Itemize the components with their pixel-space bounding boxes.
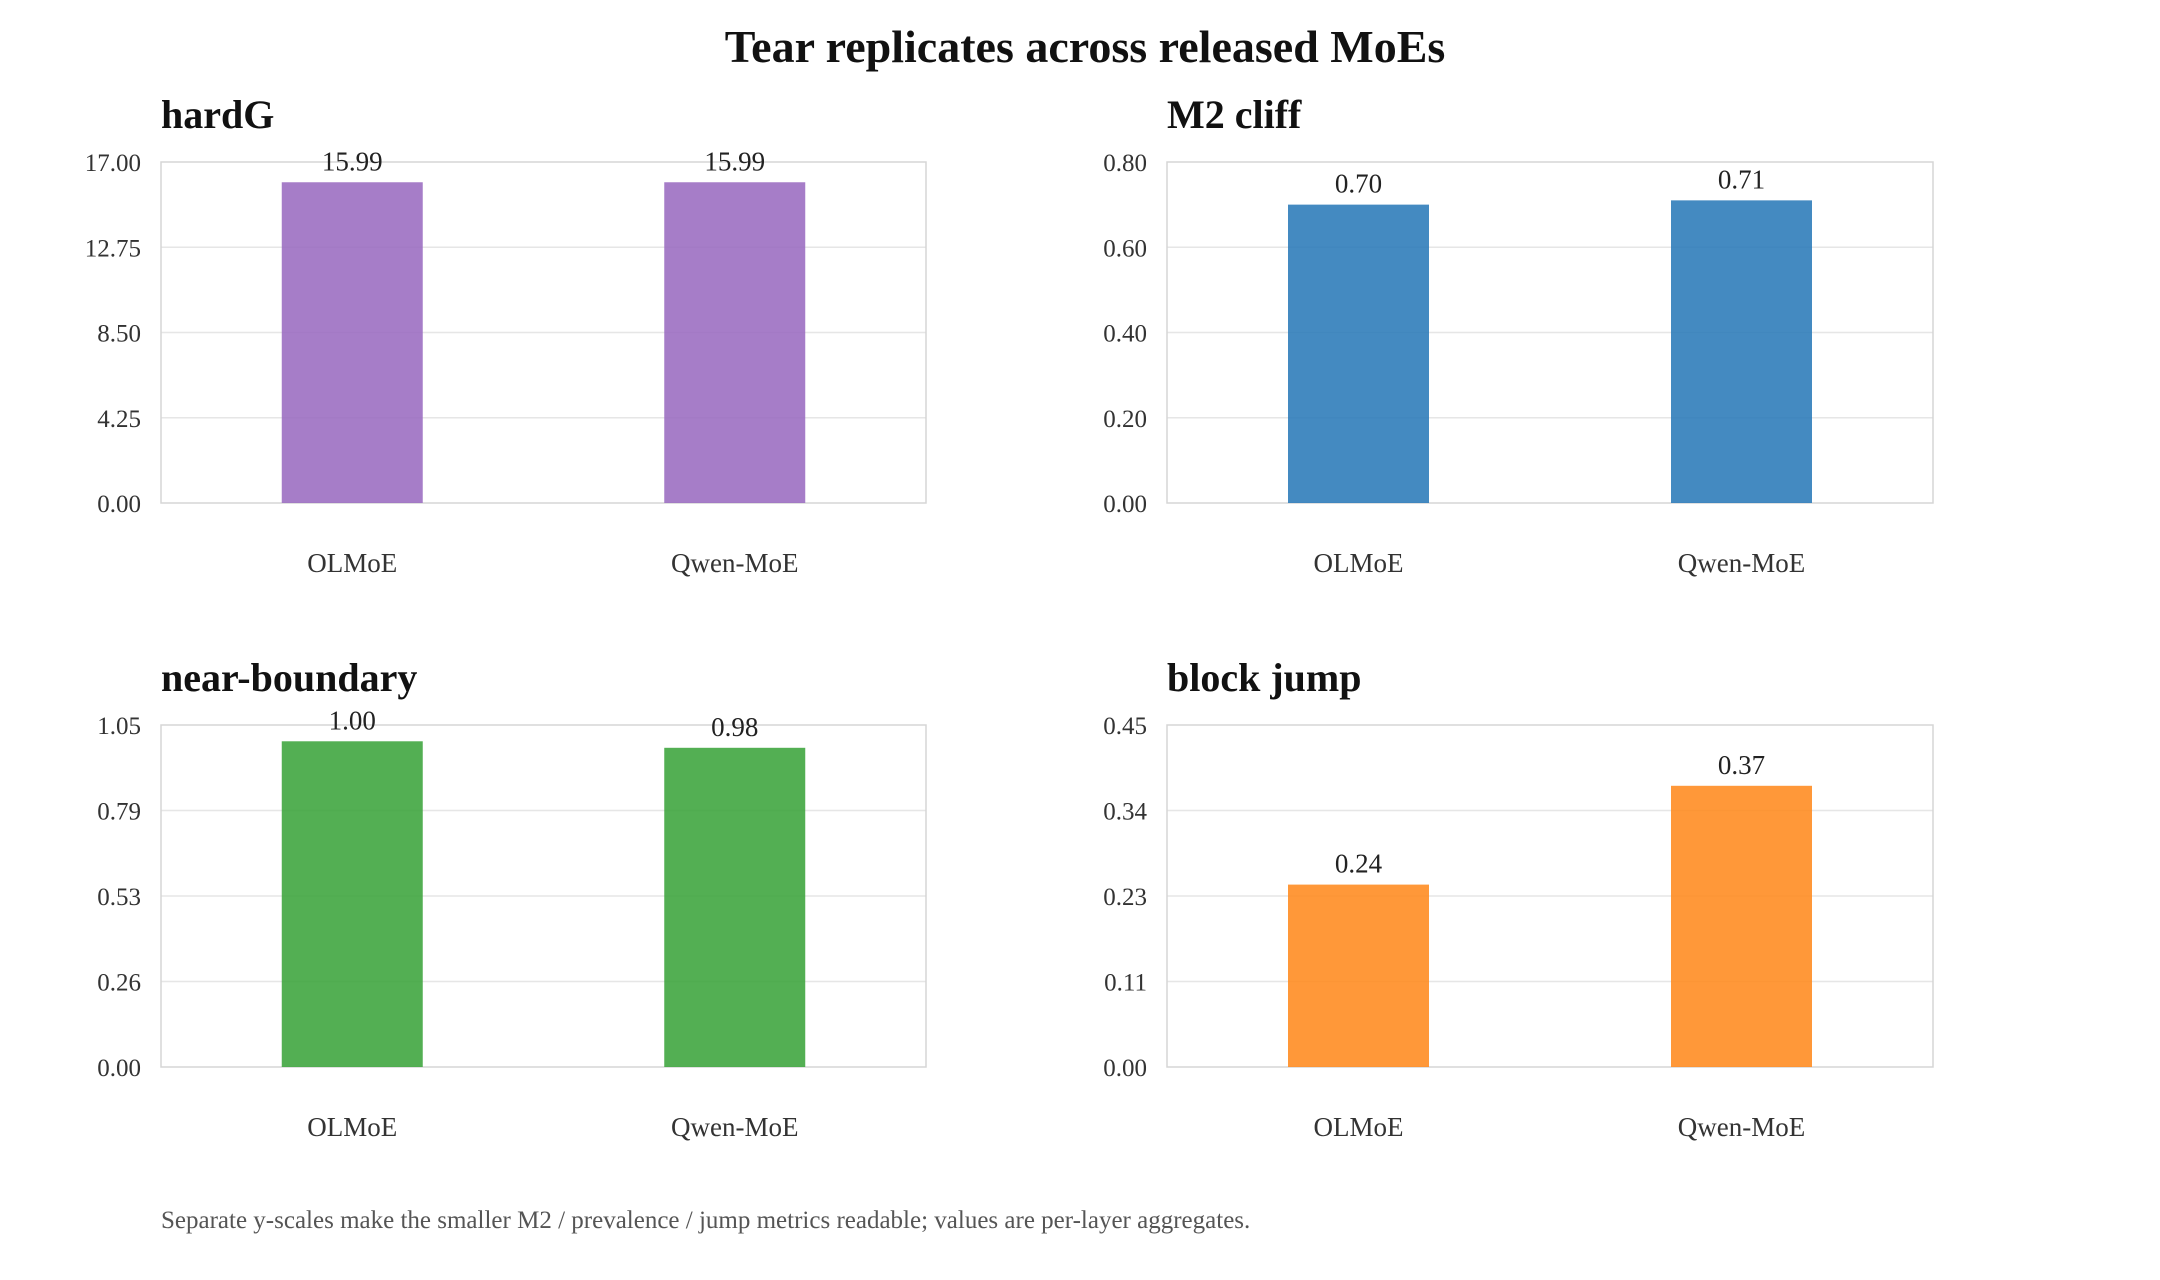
y-tick-label: 0.45 [1103, 713, 1147, 740]
y-tick-label: 17.00 [85, 150, 141, 177]
x-tick-label: OLMoE [1314, 1112, 1404, 1142]
y-tick-label: 0.79 [97, 799, 141, 826]
bar-m2-cliff-qwen-moe [1671, 200, 1812, 504]
y-tick-label: 0.80 [1103, 150, 1147, 177]
plot-frame [1166, 724, 1934, 1068]
panel-near-boundary: near-boundary 0.00 0.26 0.53 0.79 1.05 1.00 OLM… [97, 655, 927, 1142]
value-label: 0.24 [1335, 849, 1383, 879]
y-tick-label: 0.34 [1103, 799, 1147, 826]
bar-m2-cliff-olmoe [1288, 204, 1429, 503]
bar-block-jump-qwen-moe [1671, 785, 1812, 1067]
x-tick-label: Qwen-MoE [671, 1112, 798, 1142]
y-tick-label: 1.05 [97, 713, 141, 740]
panel-title-hardg: hardG [161, 92, 274, 137]
y-tick-label: 4.25 [97, 406, 141, 433]
x-tick-label: Qwen-MoE [1678, 1112, 1805, 1142]
value-label: 1.00 [329, 705, 376, 735]
value-label: 0.70 [1335, 169, 1382, 199]
panel-title-m2-cliff: M2 cliff [1167, 92, 1302, 137]
bar-block-jump-olmoe [1288, 884, 1429, 1067]
y-tick-label: 0.53 [97, 884, 141, 911]
y-tick-label: 0.00 [97, 491, 141, 518]
x-tick-label: Qwen-MoE [671, 548, 798, 578]
y-tick-label: 8.50 [97, 321, 141, 348]
plot-frame [1166, 161, 1934, 504]
plot-frame [160, 161, 927, 504]
y-tick-label: 0.23 [1103, 884, 1147, 911]
y-tick-label: 0.00 [97, 1055, 141, 1082]
chart-panels: hardG 0.00 4.25 8.50 12.75 17.00 15.99 OLMoE 15.… [85, 92, 1934, 1142]
x-tick-label: OLMoE [1314, 548, 1404, 578]
x-tick-label: OLMoE [307, 1112, 397, 1142]
y-tick-label: 0.20 [1103, 406, 1147, 433]
bar-hardg-qwen-moe [664, 182, 806, 504]
bar-hardg-olmoe [281, 182, 423, 504]
y-tick-label: 0.26 [97, 970, 141, 997]
chart-title: Tear replicates across released MoEs [725, 21, 1446, 72]
panel-hardg: hardG 0.00 4.25 8.50 12.75 17.00 15.99 OLMoE 15.… [85, 92, 927, 578]
panel-title-near-boundary: near-boundary [161, 655, 417, 700]
y-tick-label: 0.40 [1103, 321, 1147, 348]
y-tick-label: 0.00 [1103, 491, 1147, 518]
bar-near-boundary-olmoe [281, 741, 423, 1067]
y-tick-label: 0.00 [1103, 1055, 1147, 1082]
panel-m2-cliff: M2 cliff 0.00 0.20 0.40 0.60 0.80 0.70 OLMoE 0.7… [1103, 92, 1934, 578]
panel-block-jump: block jump 0.00 0.11 0.23 0.34 0.45 0.24 OLMoE 0… [1103, 655, 1934, 1142]
y-tick-label: 0.11 [1104, 970, 1147, 997]
y-tick-label: 12.75 [85, 235, 141, 262]
panel-title-block-jump: block jump [1167, 655, 1362, 700]
y-tick-label: 0.60 [1103, 235, 1147, 262]
value-label: 15.99 [704, 146, 765, 176]
plot-frame [160, 724, 927, 1068]
value-label: 0.98 [711, 712, 758, 742]
chart-caption: Separate y-scales make the smaller M2 / … [161, 1207, 1250, 1234]
bar-near-boundary-qwen-moe [664, 747, 806, 1067]
value-label: 15.99 [322, 146, 383, 176]
value-label: 0.37 [1718, 750, 1765, 780]
value-label: 0.71 [1718, 164, 1765, 194]
x-tick-label: Qwen-MoE [1678, 548, 1805, 578]
x-tick-label: OLMoE [307, 548, 397, 578]
